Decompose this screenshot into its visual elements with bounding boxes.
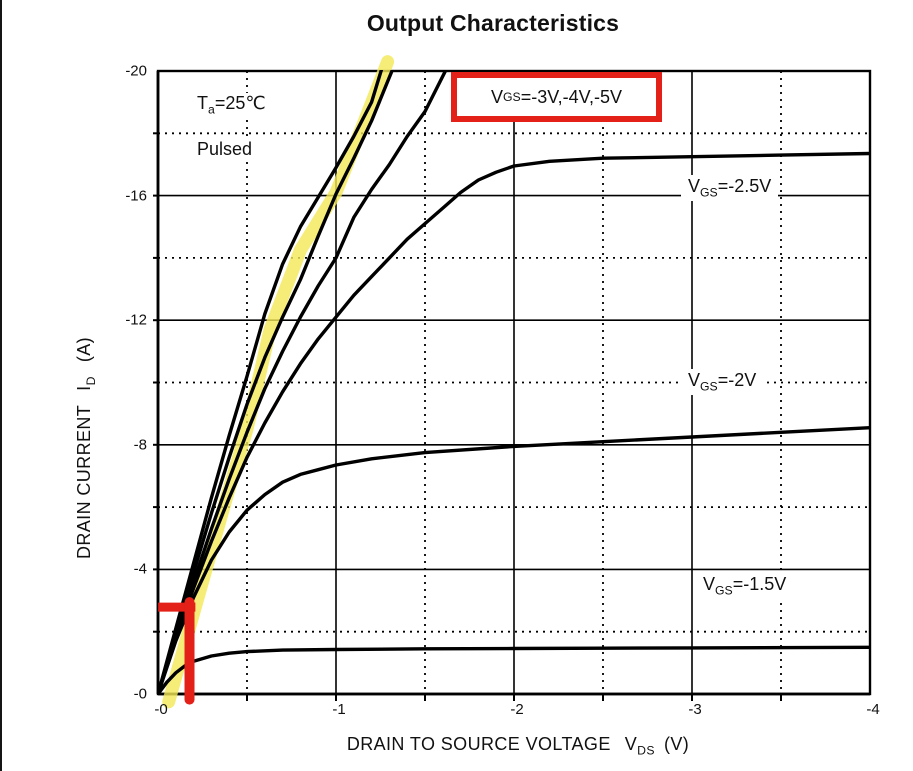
x-axis-title: DRAIN TO SOURCE VOLTAGE VDS (V) xyxy=(346,734,690,758)
x-tick-label: -0 xyxy=(154,701,168,718)
y-tick-label: -0 xyxy=(133,685,147,703)
curve-1.5 xyxy=(157,645,871,695)
curve-label-vgs-1p5: VGS=-1.5V xyxy=(696,573,794,599)
curve-2.5 xyxy=(157,151,871,695)
curve-2 xyxy=(157,426,871,695)
y-axis-title: DRAIN CURRENTID(A) xyxy=(74,336,98,560)
y-tick-label: -4 xyxy=(133,560,147,578)
vgs-345-symbol-sub: GS xyxy=(503,90,521,104)
curve-label-vgs-2p5: VGS=-2.5V xyxy=(681,175,779,201)
chart-title: Output Characteristics xyxy=(366,10,620,36)
vgs-345-annotation-box: V GS =-3V,-4V,-5V xyxy=(451,72,662,122)
curve-label-vgs-2: VGS=-2V xyxy=(681,369,764,395)
y-tick-label: -12 xyxy=(125,311,147,329)
x-tick-label: -1 xyxy=(332,701,346,718)
temp-symbol-sub: a xyxy=(208,102,215,117)
curve-5 xyxy=(157,70,384,695)
curve-3 xyxy=(157,70,448,695)
y-tick-label: -16 xyxy=(125,187,147,205)
curve-4 xyxy=(157,70,395,695)
temp-symbol: T xyxy=(197,93,208,113)
x-tick-label: -2 xyxy=(510,701,524,718)
y-tick-label: -20 xyxy=(125,62,147,80)
condition-pulsed: Pulsed xyxy=(194,139,256,160)
condition-temperature: Ta=25℃ xyxy=(194,93,269,117)
page-edge-line xyxy=(0,0,2,771)
x-tick-label: -3 xyxy=(688,701,702,718)
vgs-345-symbol: V xyxy=(491,86,504,107)
y-tick-label: -8 xyxy=(133,436,147,454)
vgs-345-values: =-3V,-4V,-5V xyxy=(520,86,622,107)
x-tick-label: -4 xyxy=(866,701,880,718)
temp-value: =25℃ xyxy=(214,93,266,113)
